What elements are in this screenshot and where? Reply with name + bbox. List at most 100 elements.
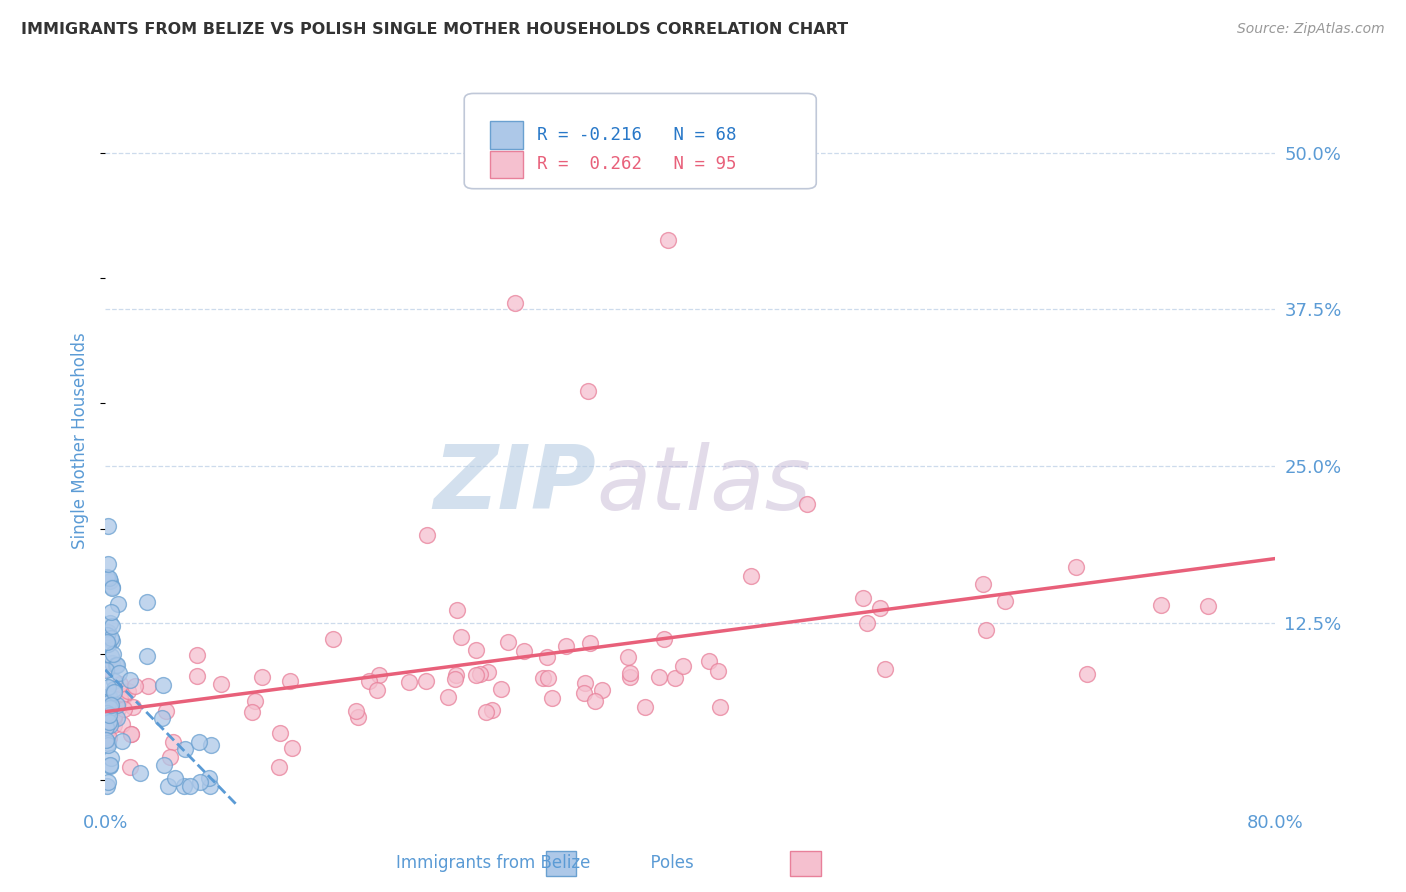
Point xyxy=(657,234,679,248)
Point xyxy=(664,671,686,685)
Point xyxy=(101,656,124,670)
Point xyxy=(555,639,578,653)
Point xyxy=(103,711,125,725)
Point xyxy=(465,668,488,682)
Text: ZIP: ZIP xyxy=(433,442,596,528)
Point xyxy=(496,635,519,649)
Point xyxy=(97,714,120,729)
Point xyxy=(98,574,121,588)
Point xyxy=(112,689,135,703)
Point xyxy=(108,677,131,691)
Point xyxy=(512,644,534,658)
Point xyxy=(281,740,304,755)
Point xyxy=(591,683,613,698)
Point xyxy=(267,760,290,774)
Y-axis label: Single Mother Households: Single Mother Households xyxy=(72,333,89,549)
Point xyxy=(450,631,472,645)
Point xyxy=(100,649,122,664)
Point xyxy=(155,704,177,718)
Point xyxy=(97,715,120,730)
Point xyxy=(531,672,554,686)
Point xyxy=(503,296,526,310)
Point xyxy=(96,635,118,649)
Point xyxy=(120,727,142,741)
Point xyxy=(100,751,122,765)
Point xyxy=(740,569,762,583)
Point xyxy=(94,694,117,708)
Point xyxy=(97,690,120,705)
Point xyxy=(368,668,391,682)
Point xyxy=(240,705,263,719)
Point xyxy=(200,738,222,752)
Point xyxy=(574,686,596,700)
Point xyxy=(972,577,994,591)
Point xyxy=(446,668,468,682)
Point xyxy=(574,676,596,690)
Point xyxy=(97,519,120,533)
Point xyxy=(851,591,873,605)
Point xyxy=(118,760,141,774)
Point xyxy=(617,650,640,665)
Point xyxy=(97,680,120,694)
Point xyxy=(97,557,120,571)
Point xyxy=(97,637,120,651)
Point xyxy=(322,632,344,646)
Point xyxy=(97,731,120,746)
Point xyxy=(103,673,125,688)
Point xyxy=(619,670,641,684)
Point xyxy=(98,758,121,772)
Point xyxy=(188,775,211,789)
Point xyxy=(672,659,695,673)
Point xyxy=(179,779,201,793)
Point xyxy=(98,718,121,732)
Point xyxy=(97,696,120,710)
Point xyxy=(994,594,1017,608)
Point xyxy=(94,732,117,747)
Point xyxy=(652,632,675,647)
Point xyxy=(444,673,467,687)
Text: R =  0.262   N = 95: R = 0.262 N = 95 xyxy=(537,155,737,173)
Point xyxy=(111,716,134,731)
Point xyxy=(98,571,121,585)
Point xyxy=(117,684,139,698)
Point xyxy=(97,624,120,639)
Point xyxy=(97,689,120,703)
Point xyxy=(250,670,273,684)
Point xyxy=(103,685,125,699)
Point xyxy=(579,636,602,650)
Point xyxy=(96,570,118,584)
Point xyxy=(100,698,122,713)
Point xyxy=(103,682,125,697)
Point xyxy=(124,680,146,694)
Point xyxy=(103,709,125,723)
Point xyxy=(446,603,468,617)
Bar xyxy=(790,851,821,876)
Point xyxy=(583,694,606,708)
Point xyxy=(97,731,120,746)
Point xyxy=(97,707,120,722)
Point xyxy=(112,702,135,716)
Text: R = -0.216   N = 68: R = -0.216 N = 68 xyxy=(537,127,737,145)
Point xyxy=(105,657,128,672)
Point xyxy=(96,736,118,750)
Point xyxy=(96,779,118,793)
Point xyxy=(105,698,128,712)
Point xyxy=(96,706,118,721)
Point xyxy=(359,673,381,688)
Point xyxy=(107,702,129,716)
Point xyxy=(344,705,367,719)
Point xyxy=(96,720,118,734)
Point xyxy=(162,735,184,749)
Point xyxy=(98,700,121,714)
Point xyxy=(209,677,232,691)
Point xyxy=(157,779,180,793)
Point xyxy=(468,667,491,681)
Point xyxy=(105,657,128,672)
Point xyxy=(101,580,124,594)
Point xyxy=(200,779,222,793)
Point xyxy=(278,673,301,688)
Bar xyxy=(489,151,523,178)
Point xyxy=(1149,599,1171,613)
Point xyxy=(108,666,131,681)
Point xyxy=(100,605,122,619)
